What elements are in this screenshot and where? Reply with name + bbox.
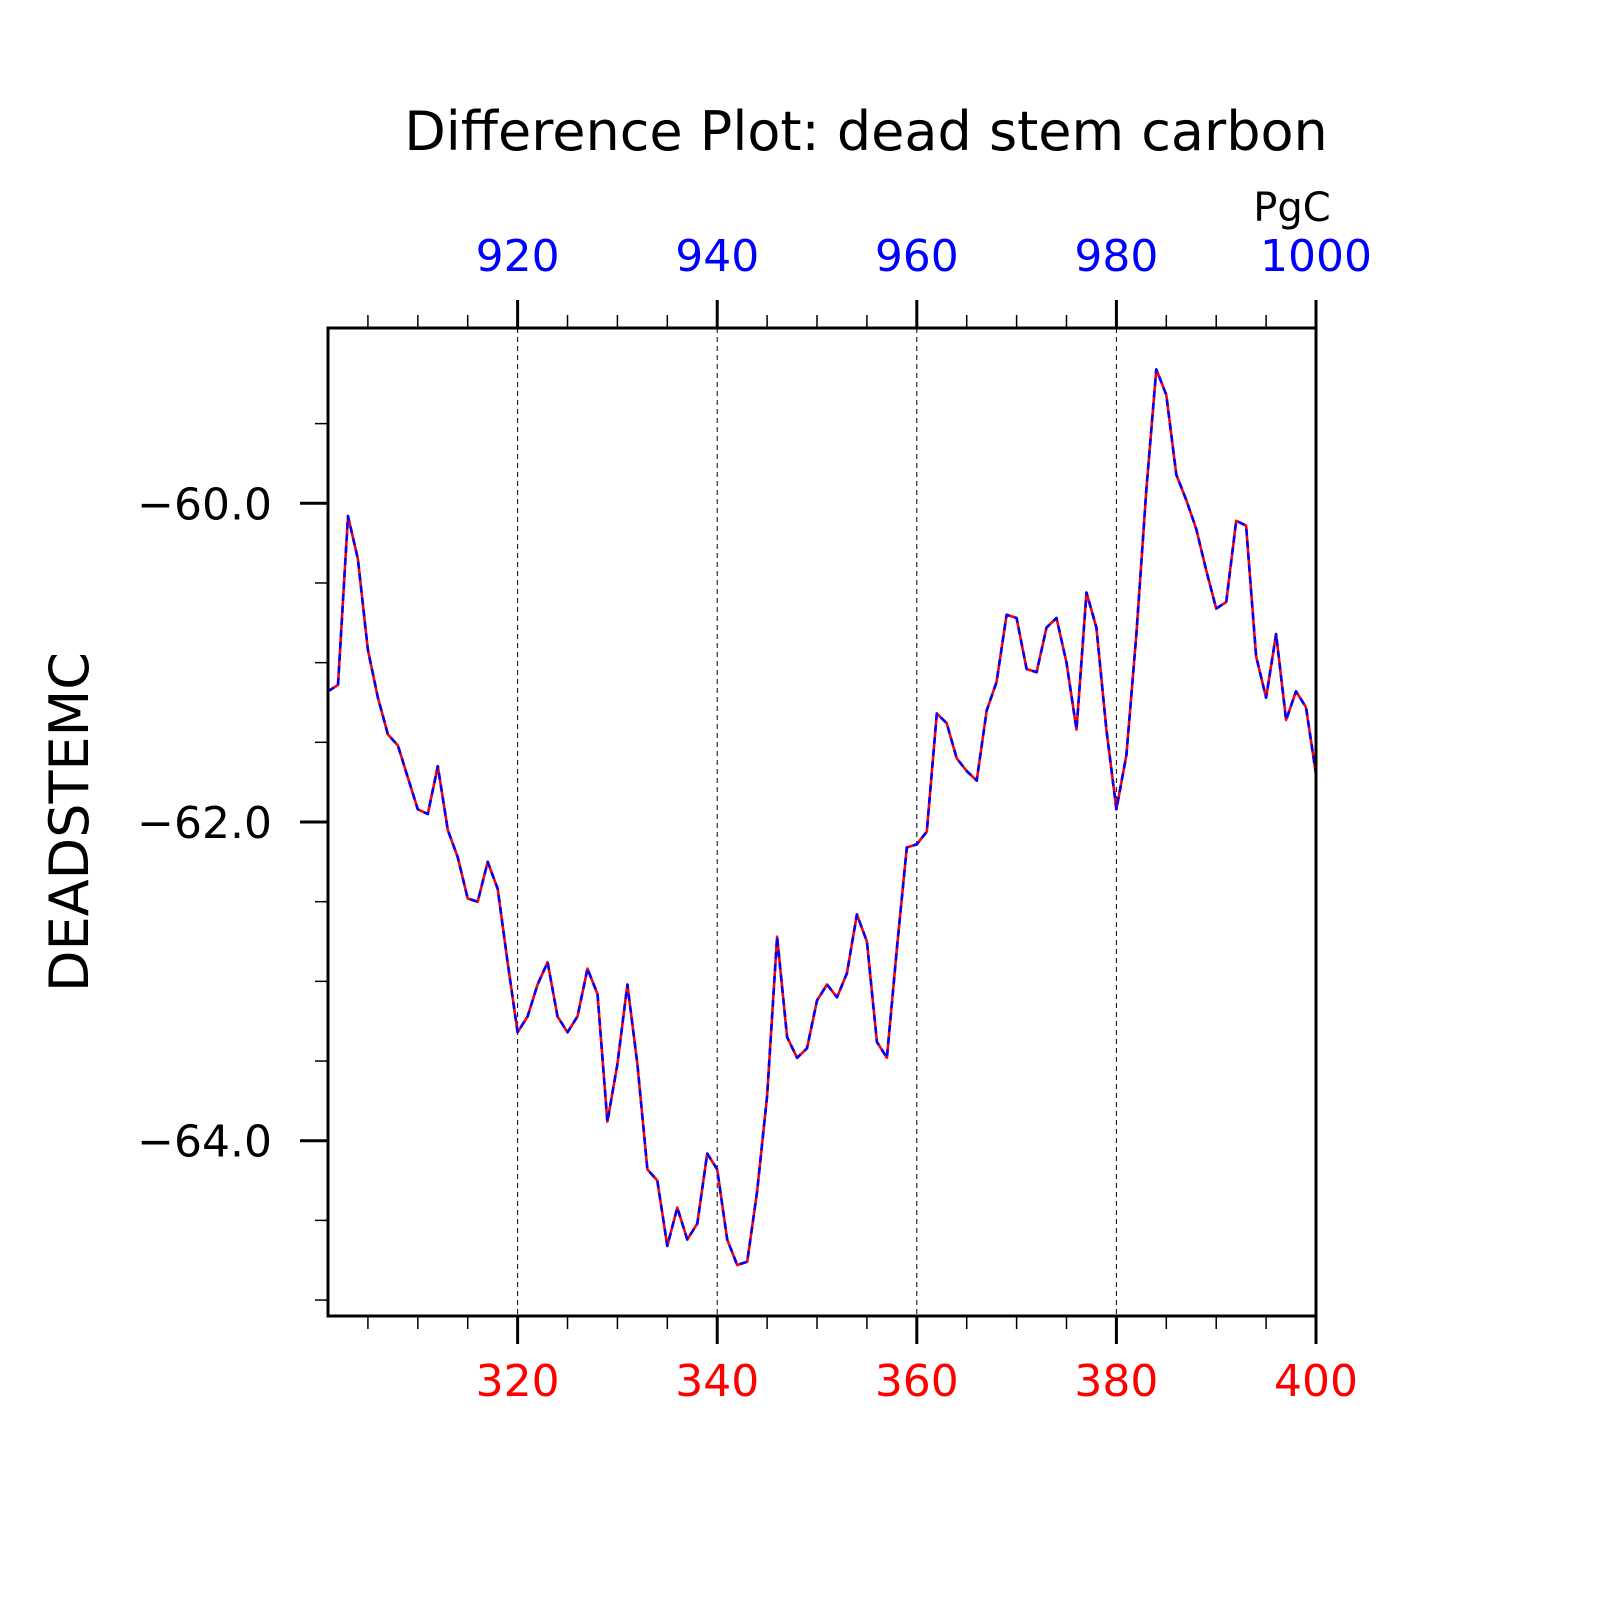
plot-frame	[326, 326, 1318, 1318]
units-label: PgC	[1253, 185, 1330, 231]
x-tick-label: 400	[1274, 1356, 1358, 1407]
tick-labels: 320 340 360 380 400 920 940 960 980 1000 −60.0 −62.…	[137, 231, 1372, 1407]
top-tick-label: 980	[1074, 231, 1158, 282]
y-axis-label: DEADSTEMC	[38, 652, 101, 992]
top-tick-label: 960	[875, 231, 959, 282]
chart-title: Difference Plot: dead stem carbon	[404, 100, 1328, 163]
data-series	[327, 368, 1318, 1267]
y-tick-label: −62.0	[137, 798, 272, 849]
x-tick-label: 380	[1074, 1356, 1158, 1407]
x-tick-label: 360	[875, 1356, 959, 1407]
axis-ticks	[300, 300, 1318, 1344]
series-line-red	[327, 368, 1318, 1267]
top-tick-label: 940	[675, 231, 759, 282]
x-tick-label: 320	[476, 1356, 560, 1407]
y-tick-label: −60.0	[137, 479, 272, 530]
top-tick-label: 920	[476, 231, 560, 282]
series-line-blue	[327, 368, 1318, 1267]
x-tick-label: 340	[675, 1356, 759, 1407]
grid-lines	[517, 328, 1117, 1316]
top-tick-label: 1000	[1260, 231, 1372, 282]
y-tick-label: −64.0	[137, 1117, 272, 1168]
